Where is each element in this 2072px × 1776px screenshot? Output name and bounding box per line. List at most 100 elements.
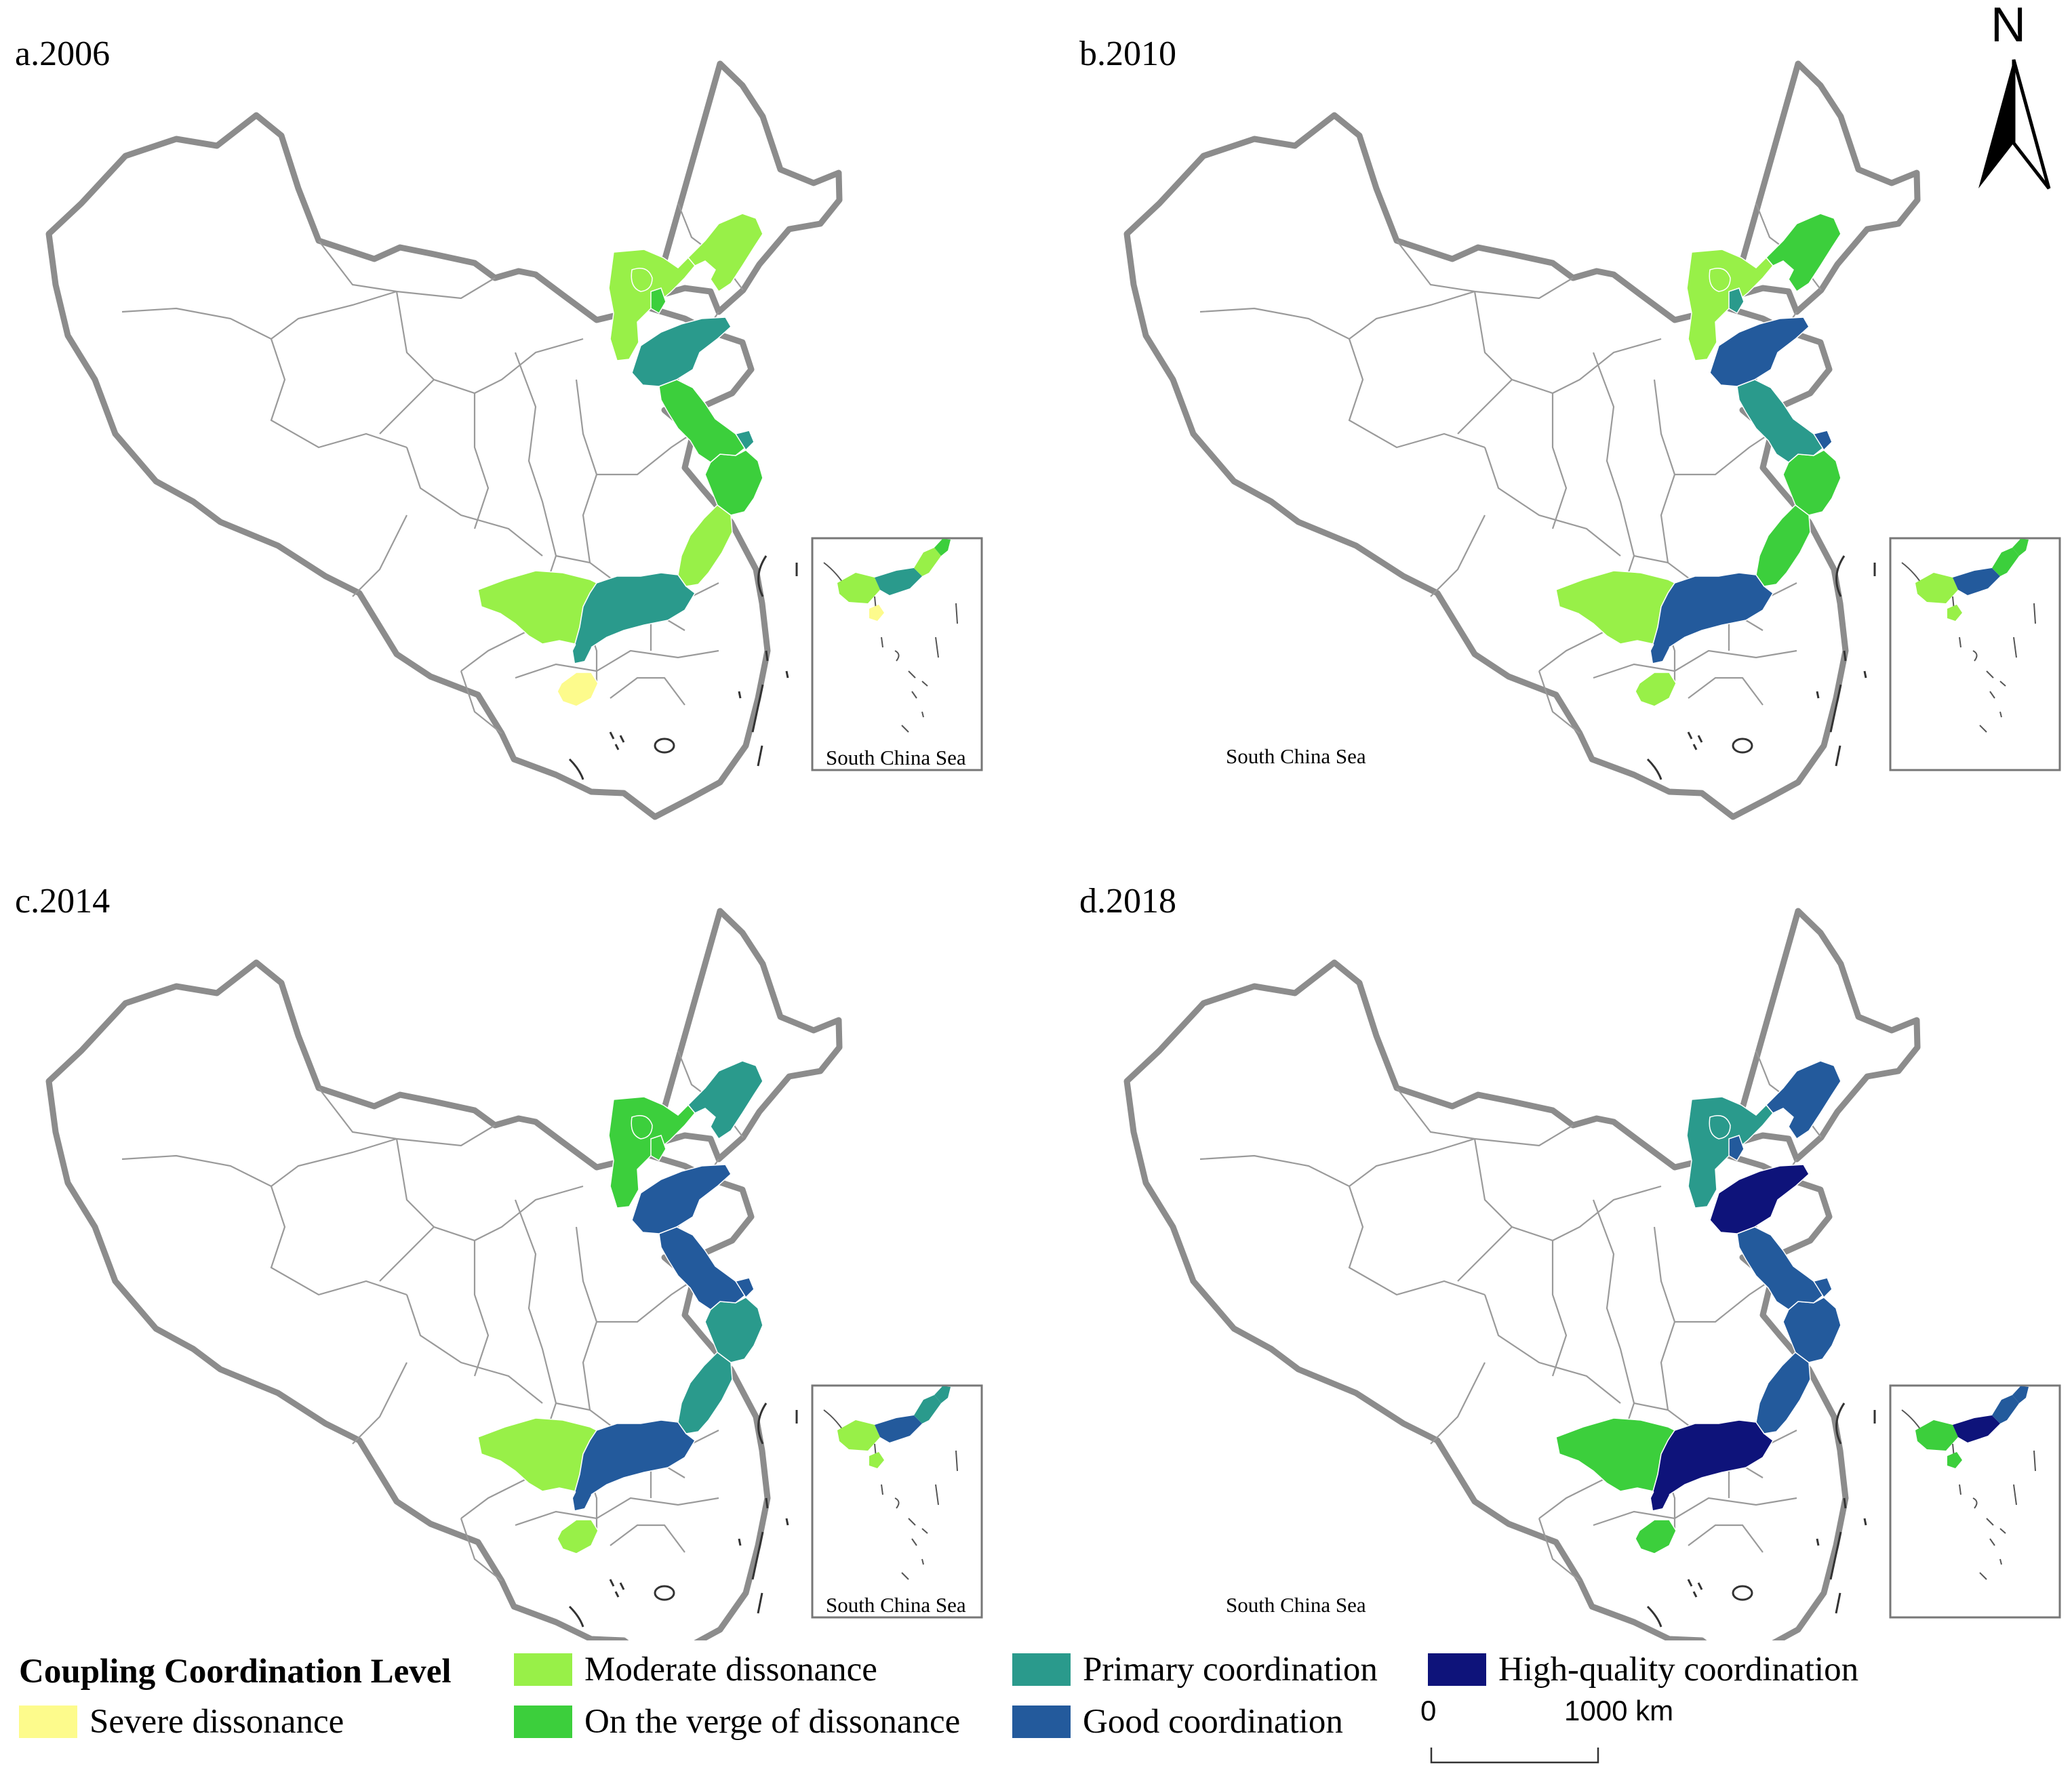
legend-item-severe: Severe dissonance [19, 1701, 344, 1742]
province-hainan [557, 1519, 599, 1554]
province-guangdong [574, 572, 696, 655]
panel-title: d.2018 [1079, 882, 1176, 921]
inset-province-fujian [914, 1395, 941, 1424]
legend-swatch [1012, 1706, 1071, 1738]
inset-label: South China Sea [1226, 1593, 1366, 1617]
province-tianjin [1728, 287, 1745, 315]
province-fujian [1755, 1352, 1811, 1434]
province-jiangsu [658, 379, 747, 463]
panel-title: a.2006 [15, 35, 110, 73]
province-jiangsu [1736, 379, 1825, 463]
north-label: N [1991, 0, 2026, 52]
province-tianjin [650, 1135, 666, 1162]
province-guangdong [1652, 1419, 1774, 1503]
inset-label: South China Sea [826, 1593, 966, 1617]
province-beijing [1709, 1115, 1731, 1139]
panel-title: c.2014 [15, 882, 110, 921]
province-liaoning [687, 1060, 763, 1140]
legend-item-good: Good coordination [1012, 1701, 1343, 1742]
legend-swatch [1012, 1653, 1071, 1686]
map-figure: a.2006 South China Sea b.2010 South Chin… [15, 35, 2072, 1640]
province-guangdong-peninsula [573, 1485, 591, 1510]
legend-title: Coupling Coordination Level [19, 1653, 452, 1691]
inset-province-hainan [869, 605, 884, 621]
province-liaoning [687, 213, 763, 293]
scale-bar: 0 1000 km [1420, 1695, 1705, 1769]
province-shandong [631, 1164, 732, 1234]
inset-province-hainan [1947, 1452, 1962, 1468]
inset-province-fujian [1992, 1395, 2019, 1424]
inset-province-guangxi [837, 1420, 880, 1451]
inset-province-guangdong [875, 1415, 922, 1442]
province-layer [1555, 213, 2029, 707]
inset-province-guangxi [1915, 1420, 1958, 1451]
legend-label: On the verge of dissonance [584, 1703, 961, 1741]
province-liaoning [1765, 213, 1841, 293]
inset-province-guangdong [1953, 1415, 2000, 1442]
province-shanghai [734, 1277, 755, 1299]
inset-province-guangxi [1915, 573, 1958, 603]
north-arrow-icon [1978, 59, 2051, 190]
scale-line [1430, 1748, 1599, 1764]
province-beijing [631, 268, 653, 292]
province-jiangsu [658, 1226, 747, 1310]
panel-title: b.2010 [1079, 35, 1176, 73]
province-tianjin [1728, 1135, 1745, 1162]
province-guangdong [1652, 572, 1774, 655]
inset-province-fujian [914, 548, 941, 576]
inset-province-guangxi [837, 573, 880, 603]
province-layer [477, 213, 951, 707]
scale-start: 0 [1420, 1695, 1437, 1727]
legend-label: Severe dissonance [89, 1703, 344, 1741]
inset-province-guangdong [1953, 568, 2000, 595]
province-liaoning [1765, 1060, 1841, 1140]
province-shanghai [1812, 1277, 1833, 1299]
province-guangdong [574, 1419, 696, 1503]
province-fujian [1755, 504, 1811, 587]
inset-label: South China Sea [1226, 744, 1366, 768]
legend: Coupling Coordination Level Severe disso… [19, 1644, 2053, 1773]
legend-swatch [1428, 1653, 1486, 1686]
map-panel-2006: a.2006 South China Sea [15, 35, 982, 817]
province-shandong [631, 317, 732, 387]
scale-end: 1000 km [1564, 1695, 1674, 1727]
legend-swatch [19, 1706, 77, 1738]
legend-item-verge: On the verge of dissonance [514, 1701, 960, 1742]
inset-province-hainan [869, 1452, 884, 1468]
legend-label: Primary coordination [1083, 1651, 1378, 1689]
inset-province-zhejiang [2012, 539, 2029, 556]
province-hainan [557, 672, 599, 707]
legend-item-moderate: Moderate dissonance [514, 1649, 877, 1690]
legend-label: Moderate dissonance [584, 1651, 877, 1689]
province-beijing [631, 1115, 653, 1139]
north-arrow: N [1966, 0, 2061, 194]
legend-label: Good coordination [1083, 1703, 1343, 1741]
inset-label: South China Sea [826, 746, 966, 769]
province-guangdong-peninsula [1651, 637, 1669, 663]
province-hainan [1635, 672, 1677, 707]
province-guangdong-peninsula [573, 637, 591, 663]
map-panel-2014: c.2014 South China Sea [15, 882, 982, 1640]
province-shanghai [734, 430, 755, 451]
province-tianjin [650, 287, 666, 315]
inset-province-fujian [1992, 548, 2019, 576]
legend-item-primary: Primary coordination [1012, 1649, 1378, 1690]
inset-province-zhejiang [934, 1386, 951, 1403]
inset-province-zhejiang [934, 539, 951, 556]
legend-swatch [514, 1653, 572, 1686]
province-hainan [1635, 1519, 1677, 1554]
province-guangdong-peninsula [1651, 1485, 1669, 1510]
inset-province-guangdong [875, 568, 922, 595]
province-fujian [677, 504, 733, 587]
province-layer [477, 1060, 951, 1554]
legend-swatch [514, 1706, 572, 1738]
province-shandong [1709, 317, 1810, 387]
map-panel-2018: d.2018 South China Sea [1079, 882, 2060, 1640]
province-jiangsu [1736, 1226, 1825, 1310]
province-shanghai [1812, 430, 1833, 451]
map-panel-2010: b.2010 South China Sea [1079, 35, 2060, 817]
legend-label: High-quality coordination [1498, 1651, 1859, 1689]
province-fujian [677, 1352, 733, 1434]
province-layer [1555, 1060, 2029, 1554]
province-beijing [1709, 268, 1731, 292]
